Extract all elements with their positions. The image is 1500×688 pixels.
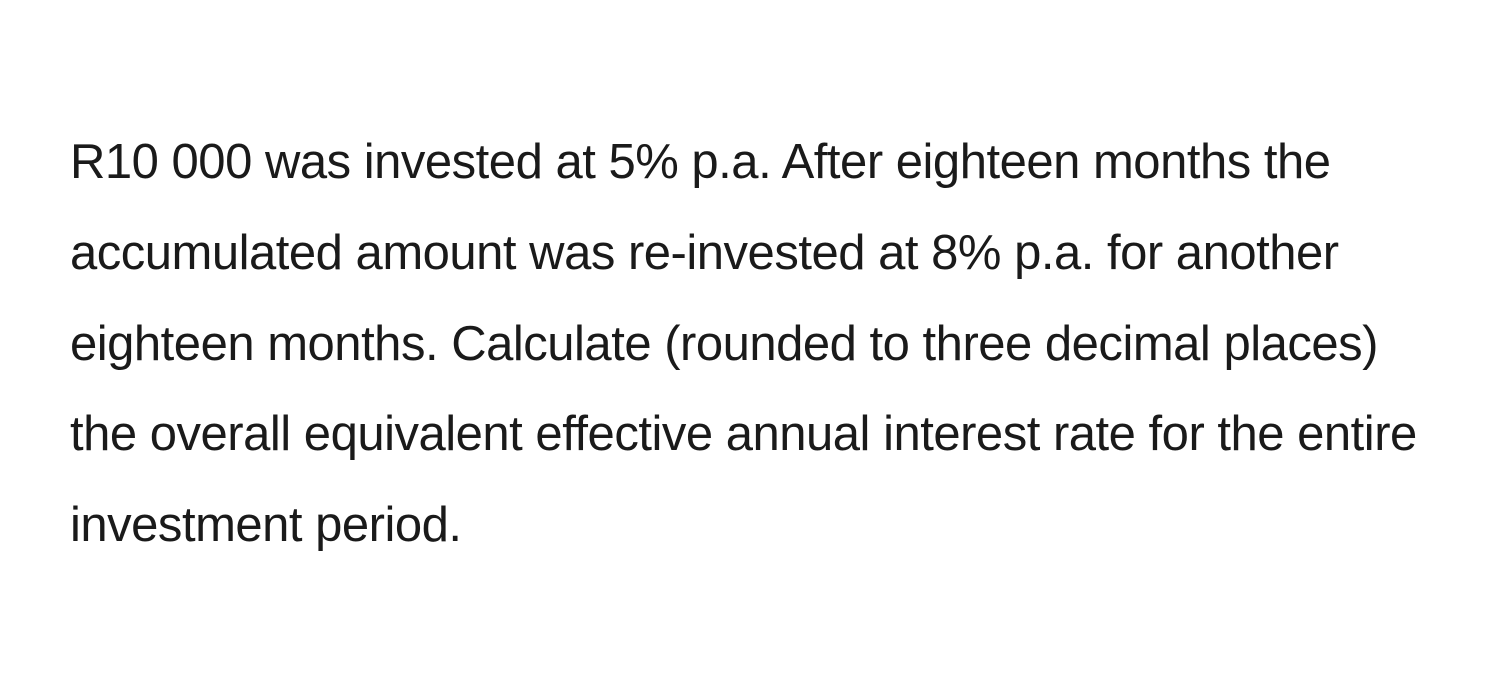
problem-statement: R10 000 was invested at 5% p.a. After ei…	[70, 117, 1430, 570]
